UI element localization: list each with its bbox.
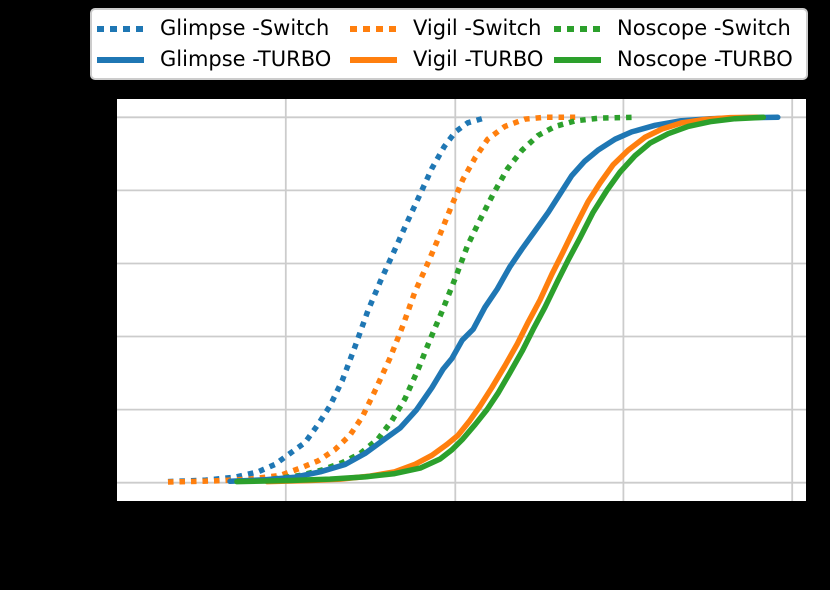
legend-line-glimpse-switch-icon	[97, 25, 144, 32]
series-vigil-switch-line	[167, 114, 576, 485]
legend-line-vigil-turbo-icon	[350, 56, 397, 63]
legend-item-glimpse-turbo: Glimpse -TURBO	[97, 44, 350, 75]
series-vigil-turbo-line	[264, 114, 760, 485]
legend-label-vigil-turbo: Vigil -TURBO	[413, 47, 544, 71]
legend-item-noscope-turbo: Noscope -TURBO	[554, 44, 800, 75]
legend-label-glimpse-turbo: Glimpse -TURBO	[160, 47, 332, 71]
legend: Glimpse -Switch Glimpse -TURBO Vigil -Sw…	[90, 8, 808, 80]
legend-item-glimpse-switch: Glimpse -Switch	[97, 13, 350, 44]
legend-line-vigil-switch-icon	[350, 25, 397, 32]
legend-item-noscope-switch: Noscope -Switch	[554, 13, 800, 44]
series-glimpse-turbo-line	[227, 114, 781, 485]
legend-label-noscope-switch: Noscope -Switch	[617, 16, 791, 40]
legend-line-glimpse-turbo-icon	[97, 56, 144, 63]
legend-line-noscope-turbo-icon	[554, 56, 601, 63]
legend-label-glimpse-switch: Glimpse -Switch	[160, 16, 330, 40]
legend-item-vigil-switch: Vigil -Switch	[350, 13, 554, 44]
series-noscope-turbo-line	[234, 114, 767, 485]
legend-line-noscope-switch-icon	[554, 25, 601, 32]
legend-label-vigil-switch: Vigil -Switch	[413, 16, 542, 40]
legend-label-noscope-turbo: Noscope -TURBO	[617, 47, 793, 71]
series-glimpse-switch-line	[167, 114, 488, 485]
legend-item-vigil-turbo: Vigil -TURBO	[350, 44, 554, 75]
